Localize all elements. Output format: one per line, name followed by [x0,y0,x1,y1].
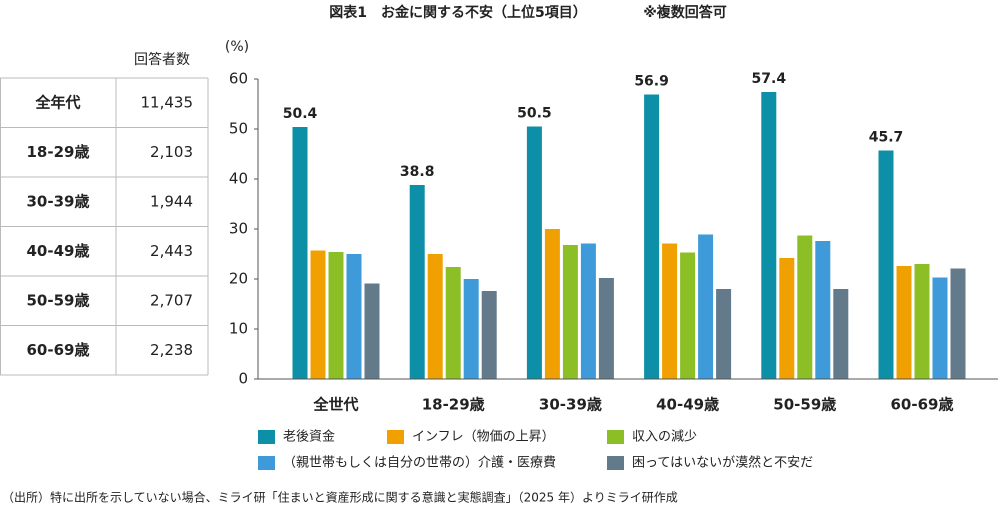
footnote: （出所）特に出所を示していない場合、ミライ研「住まいと資産形成に関する意識と実態… [2,490,678,505]
x-tick-label: 全世代 [312,396,358,414]
legend-swatch [258,456,275,470]
bar [779,258,795,379]
legend-label: インフレ（物価の上昇） [412,430,555,445]
bar [698,234,714,379]
bar [644,94,660,379]
table-cell: 2,238 [150,341,193,359]
legend-label: 収入の減少 [632,429,697,445]
y-tick-label: 10 [229,320,248,338]
data-label: 57.4 [752,71,787,87]
bar [680,252,696,379]
y-tick-label: 50 [229,120,248,138]
table-cell: 40-49歳 [27,242,90,260]
bar [598,278,614,379]
bar [562,245,578,379]
legend-swatch [258,430,275,444]
data-label: 50.5 [517,106,552,122]
chart-subtitle: ※複数回答可 [643,4,727,21]
legend-swatch [607,430,624,444]
bar [761,92,777,379]
legend-label: （親世帯もしくは自分の世帯の）介護・医療費 [283,455,556,471]
bar [427,254,443,379]
bar [797,235,813,379]
table-cell: 2,707 [150,291,193,309]
legend-label: 老後資金 [283,429,335,445]
bar [932,277,948,379]
table-cell: 60-69歳 [27,341,90,359]
table-header: 回答者数 [134,51,190,68]
y-axis-label: (%) [225,39,249,55]
data-label: 56.9 [634,74,669,90]
table-cell: 18-29歳 [27,143,90,161]
x-tick-label: 40-49歳 [656,396,719,414]
y-tick-label: 0 [238,370,248,388]
bar [662,243,678,379]
bar [914,264,930,379]
bar [950,268,966,379]
x-tick-label: 50-59歳 [773,396,836,414]
table-cell: 1,944 [150,192,193,210]
table-cell: 2,103 [150,143,193,161]
table-cell: 11,435 [141,93,194,111]
bar [878,150,894,379]
data-label: 50.4 [283,106,318,122]
bar [815,241,831,379]
bar [445,267,461,379]
chart-title: 図表1 お金に関する不安（上位5項目） [329,4,586,21]
y-tick-label: 40 [229,170,248,188]
bar [544,229,560,379]
table-cell: 全年代 [34,93,80,111]
bar [716,289,732,379]
bar [292,127,308,379]
x-tick-label: 30-39歳 [539,396,602,414]
legend-swatch [607,456,624,470]
bar [310,250,326,379]
table-cell: 50-59歳 [27,291,90,309]
x-tick-label: 60-69歳 [891,396,954,414]
y-tick-label: 20 [229,270,248,288]
bar [463,279,479,379]
bar [364,283,380,379]
legend-label: 困ってはいないが漠然と不安だ [632,455,813,471]
x-tick-label: 18-29歳 [422,396,485,414]
table-cell: 30-39歳 [27,192,90,210]
data-label: 45.7 [869,130,904,146]
legend-swatch [387,430,404,444]
y-tick-label: 60 [229,70,248,88]
bar [526,126,542,379]
bar [481,291,497,379]
bar [896,266,912,379]
data-label: 38.8 [400,164,435,180]
bar [833,289,849,379]
y-tick-label: 30 [229,220,248,238]
bar [328,252,344,379]
bar [346,254,362,379]
bar [409,185,425,379]
bar [580,243,596,379]
table-cell: 2,443 [150,242,193,260]
